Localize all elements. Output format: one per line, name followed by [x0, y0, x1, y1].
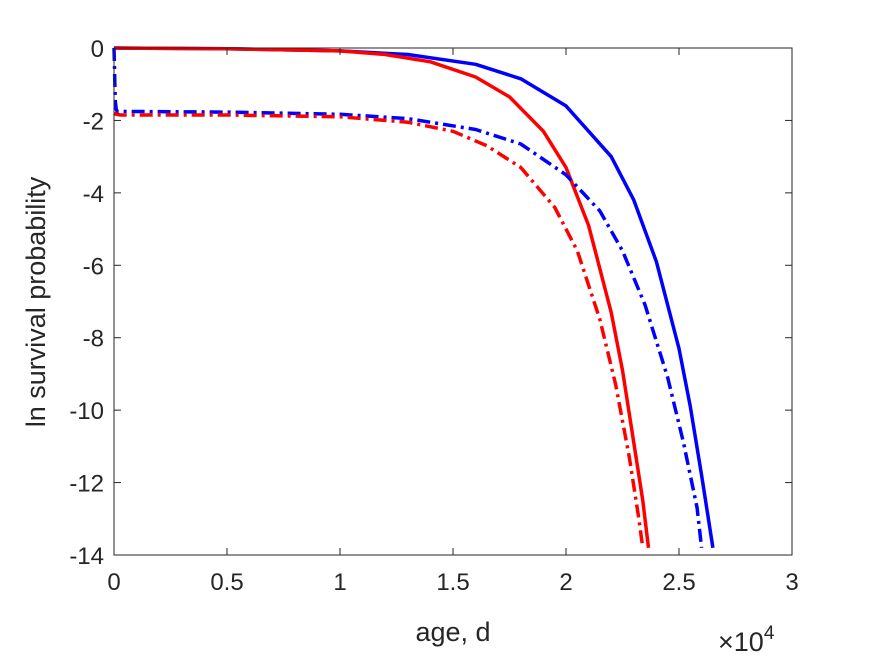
x-tick-label: 2.5	[662, 569, 695, 596]
series-line-4	[113, 111, 645, 549]
series-layer	[112, 46, 715, 549]
y-tick-label: -4	[83, 181, 104, 208]
y-tick-label: -10	[69, 398, 104, 425]
y-tick-label: -14	[69, 543, 104, 570]
y-tick-label: -2	[83, 108, 104, 135]
x-axis-exponent-base: ×10	[718, 627, 764, 656]
x-tick-label: 0.5	[210, 569, 243, 596]
tick-layer: 0 0.5 1 1.5 2 2.5 3 -14 -12 -10 -8 -6 -4 -2 0	[69, 36, 798, 596]
x-tick-label: 1.5	[436, 569, 469, 596]
series-line-3	[112, 47, 704, 548]
y-tick-label: 0	[91, 36, 104, 63]
series-line-2	[113, 46, 651, 549]
x-axis-exponent: ×104	[718, 623, 775, 656]
x-tick-label: 2	[559, 569, 572, 596]
x-tick-label: 1	[333, 569, 346, 596]
y-axis-label: ln survival probability	[21, 176, 51, 427]
y-tick-label: -8	[83, 326, 104, 353]
x-axis-exponent-power: 4	[764, 623, 775, 644]
y-tick-label: -12	[69, 471, 104, 498]
x-axis-label: age, d	[415, 617, 490, 647]
x-tick-label: 0	[107, 569, 120, 596]
y-tick-label: -6	[83, 253, 104, 280]
x-tick-label: 3	[785, 569, 798, 596]
